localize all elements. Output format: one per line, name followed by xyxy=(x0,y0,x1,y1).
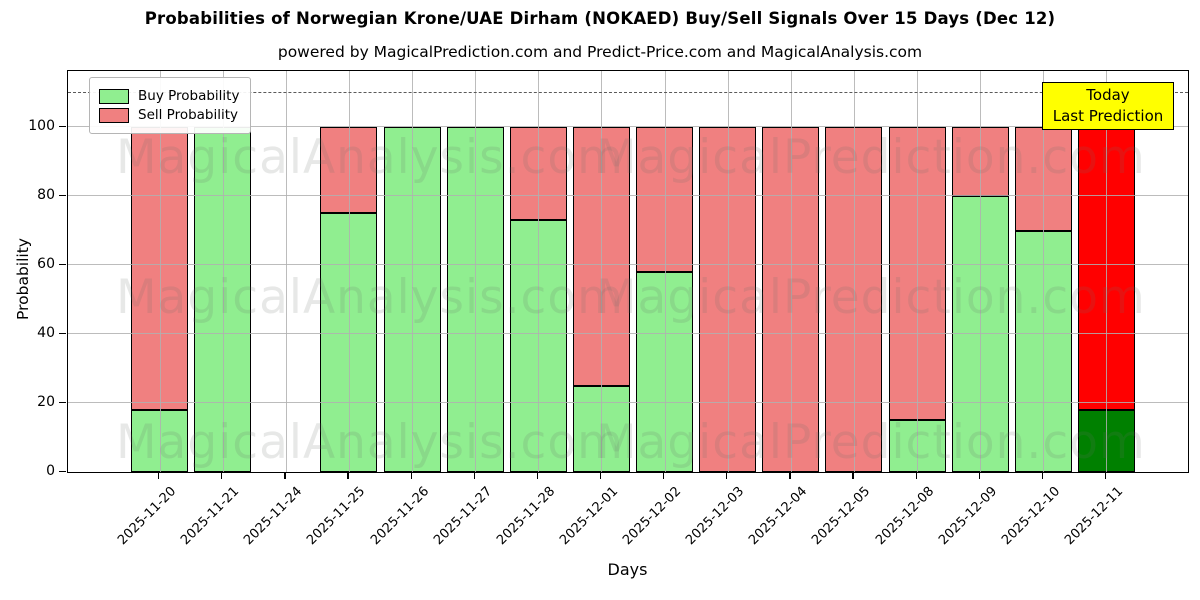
horizontal-gridline xyxy=(68,195,1188,196)
today-annotation-line: Last Prediction xyxy=(1052,107,1164,125)
x-tick-label: 2025-12-04 xyxy=(746,484,811,549)
horizontal-gridline xyxy=(68,264,1188,265)
y-tick-label: 20 xyxy=(37,394,55,410)
vertical-gridline xyxy=(412,71,414,472)
x-tick-mark xyxy=(915,472,917,479)
x-tick-label: 2025-12-08 xyxy=(872,484,937,549)
vertical-gridline xyxy=(917,71,919,472)
x-tick-label: 2025-11-26 xyxy=(367,484,432,549)
x-tick-label: 2025-11-28 xyxy=(493,484,558,549)
x-tick-mark xyxy=(1041,472,1044,479)
legend-swatch xyxy=(99,88,129,104)
x-tick-mark xyxy=(852,472,854,479)
plot-area: Buy Probability Sell Probability Today Las… xyxy=(67,70,1189,473)
x-tick-label: 2025-12-01 xyxy=(557,484,622,549)
y-tick-mark xyxy=(59,332,66,334)
x-tick-mark xyxy=(347,472,349,479)
x-tick-mark xyxy=(599,472,602,479)
y-tick-label: 60 xyxy=(37,256,55,272)
chart-subtitle: powered by MagicalPrediction.com and Pre… xyxy=(277,43,923,61)
x-tick-mark xyxy=(726,472,728,479)
y-tick-label: 0 xyxy=(46,463,55,479)
vertical-gridline xyxy=(159,71,161,472)
x-tick-mark xyxy=(473,472,475,479)
legend: Buy Probability Sell Probability xyxy=(89,77,252,134)
y-tick-label: 40 xyxy=(37,325,55,341)
vertical-gridline xyxy=(727,71,729,472)
vertical-gridline xyxy=(285,71,287,472)
x-tick-mark xyxy=(410,472,412,479)
vertical-gridline xyxy=(790,71,792,472)
x-tick-label: 2025-11-24 xyxy=(241,484,306,549)
legend-swatch xyxy=(99,107,129,123)
x-axis-label: Days xyxy=(607,560,648,579)
y-tick-label: 80 xyxy=(37,187,55,203)
today-annotation-box: Today Last Prediction xyxy=(1042,82,1174,130)
x-tick-mark xyxy=(789,472,791,479)
x-tick-label: 2025-11-25 xyxy=(304,484,369,549)
x-tick-label: 2025-11-21 xyxy=(178,484,243,549)
y-tick-mark xyxy=(59,263,66,265)
chart-title: Probabilities of Norwegian Krone/UAE Dir… xyxy=(144,9,1056,28)
legend-item-label: Buy Probability xyxy=(138,88,240,104)
vertical-gridline xyxy=(475,71,477,472)
x-tick-label: 2025-12-11 xyxy=(1062,484,1127,549)
x-tick-mark xyxy=(158,472,160,479)
x-tick-label: 2025-11-20 xyxy=(115,484,180,549)
horizontal-gridline xyxy=(68,126,1188,127)
x-tick-label: 2025-11-27 xyxy=(430,484,495,549)
x-tick-mark xyxy=(221,472,223,479)
x-tick-label: 2025-12-10 xyxy=(998,484,1063,549)
x-tick-mark xyxy=(1104,472,1107,479)
vertical-gridline xyxy=(980,71,982,472)
legend-item: Sell Probability xyxy=(99,107,239,123)
legend-item-label: Sell Probability xyxy=(138,107,239,123)
dashed-reference-line xyxy=(68,91,1188,93)
x-tick-mark xyxy=(536,472,539,479)
y-tick-label: 100 xyxy=(28,118,55,134)
x-tick-label: 2025-12-09 xyxy=(935,484,1000,549)
horizontal-gridline xyxy=(68,333,1188,334)
vertical-gridline xyxy=(853,71,855,472)
y-tick-mark xyxy=(59,125,66,127)
x-tick-mark xyxy=(663,472,665,479)
y-axis-label: Probability xyxy=(14,238,32,320)
vertical-gridline xyxy=(538,71,540,472)
x-tick-label: 2025-12-03 xyxy=(683,484,748,549)
today-annotation-line: Today xyxy=(1086,86,1130,104)
horizontal-gridline xyxy=(68,402,1188,403)
vertical-gridline xyxy=(222,71,224,472)
y-tick-mark xyxy=(59,401,66,403)
y-tick-mark xyxy=(59,470,66,472)
x-tick-label: 2025-12-05 xyxy=(809,484,874,549)
vertical-gridline xyxy=(1106,71,1108,472)
x-tick-label: 2025-12-02 xyxy=(620,484,685,549)
y-tick-mark xyxy=(59,194,66,196)
vertical-gridline xyxy=(348,71,350,472)
vertical-gridline xyxy=(664,71,666,472)
x-tick-mark xyxy=(978,472,980,479)
vertical-gridline xyxy=(601,71,603,472)
legend-item: Buy Probability xyxy=(99,88,239,104)
x-tick-mark xyxy=(284,472,286,479)
vertical-gridline xyxy=(1043,71,1045,472)
